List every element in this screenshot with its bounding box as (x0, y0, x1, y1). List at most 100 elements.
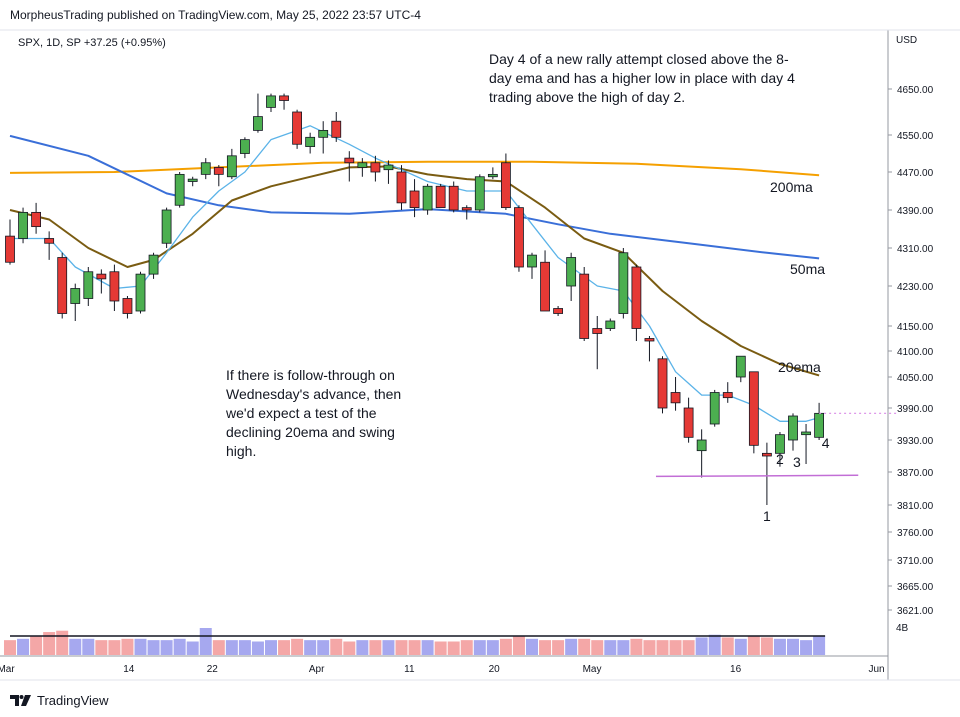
candle (683, 397, 694, 443)
volume-bar (173, 638, 186, 655)
candle (109, 264, 120, 311)
volume-bar (813, 636, 826, 655)
candle-body (566, 257, 577, 287)
volume-bar (356, 640, 369, 655)
candle (696, 429, 707, 478)
candle (18, 207, 28, 244)
candle-body (18, 211, 28, 239)
series-line-200ma (9, 160, 820, 177)
candle-body (487, 173, 498, 178)
volume-bar (760, 637, 773, 655)
volume-bar (317, 640, 330, 655)
volume-bar (721, 637, 734, 655)
candle-body (70, 288, 81, 304)
volume-scale-label: 4B (896, 623, 909, 634)
candle (644, 336, 655, 362)
volume-bar (382, 640, 395, 655)
candle-body (762, 452, 772, 457)
volume-bar (4, 640, 16, 655)
day-label: 4 (822, 435, 830, 451)
candle (553, 306, 563, 316)
candle-body (344, 157, 355, 164)
y-tick-label: 4100.00 (897, 347, 934, 358)
volume-bar (108, 640, 121, 655)
volume-bar (343, 641, 356, 655)
volume-bar (421, 640, 434, 655)
series-label-200ma: 200ma (770, 179, 813, 195)
candle (722, 382, 733, 403)
candle-body (213, 166, 224, 175)
candle (487, 167, 498, 180)
annotation-follow-through: If there is follow-through on Wednesday'… (226, 367, 402, 459)
candle-body (500, 162, 511, 209)
volume-bar (30, 636, 43, 655)
candle (31, 202, 42, 234)
y-tick-label: 3665.00 (897, 582, 934, 593)
volume-bar (95, 640, 108, 655)
candle (5, 219, 15, 265)
volume-bar (669, 640, 682, 655)
candle-body (579, 273, 590, 339)
candle-body (200, 162, 211, 175)
y-tick-label: 3760.00 (897, 528, 934, 539)
y-tick-label: 4550.00 (897, 131, 934, 142)
candle (292, 109, 303, 149)
day-label: 1 (763, 508, 771, 524)
candle-body (148, 254, 159, 275)
y-tick-label: 4150.00 (897, 322, 934, 333)
candle (344, 151, 355, 182)
candle-body (253, 116, 263, 131)
candle (226, 148, 237, 180)
candle-body (396, 171, 407, 204)
candle-body (83, 271, 94, 299)
price-axis-layer: 4650.00 4550.00 4470.00 4390.00 4310.00 4230.… (0, 29, 960, 681)
candle-body (5, 235, 15, 263)
candle (448, 181, 459, 213)
candle-body (814, 412, 824, 438)
series-label-20ema: 20ema (778, 359, 821, 375)
volume-bar (56, 630, 69, 655)
candle-body (174, 173, 185, 206)
volume-bar (265, 640, 277, 655)
candle-layer (5, 93, 824, 505)
volume-bar (147, 640, 160, 655)
x-tick-label: 11 (404, 664, 415, 675)
candle (122, 296, 133, 319)
candle-body (448, 185, 459, 211)
currency-label: USD (896, 35, 917, 46)
candle-body (553, 308, 563, 314)
candle-body (187, 178, 198, 182)
volume-bar (787, 638, 799, 655)
candle-body (383, 164, 394, 171)
volume-bar (643, 640, 656, 655)
candle-body (618, 252, 629, 314)
volume-bar (473, 640, 486, 655)
candle (266, 93, 276, 112)
candle-body (631, 266, 642, 329)
candle-body (788, 415, 798, 441)
candle (801, 424, 811, 464)
candle (605, 318, 616, 331)
publisher-header: MorpheusTrading published on TradingView… (10, 8, 421, 22)
candle-body (96, 273, 107, 280)
candle-body (318, 129, 329, 138)
y-tick-label: 3930.00 (897, 436, 934, 447)
candle (422, 183, 433, 215)
candle (657, 356, 668, 414)
candle (318, 121, 329, 154)
volume-bar (565, 638, 578, 655)
candle-body (722, 392, 733, 399)
candle (566, 252, 577, 301)
annotation-rally-attempt: Day 4 of a new rally attempt closed abov… (489, 51, 795, 105)
candle (474, 174, 485, 213)
candle-body (266, 95, 276, 108)
candle (70, 283, 81, 321)
candle (44, 231, 55, 260)
candle-body (514, 207, 524, 268)
candle (396, 165, 407, 210)
candle (709, 389, 720, 427)
candle-body (122, 298, 133, 314)
y-tick-label: 4470.00 (897, 168, 934, 179)
candle (305, 132, 316, 154)
